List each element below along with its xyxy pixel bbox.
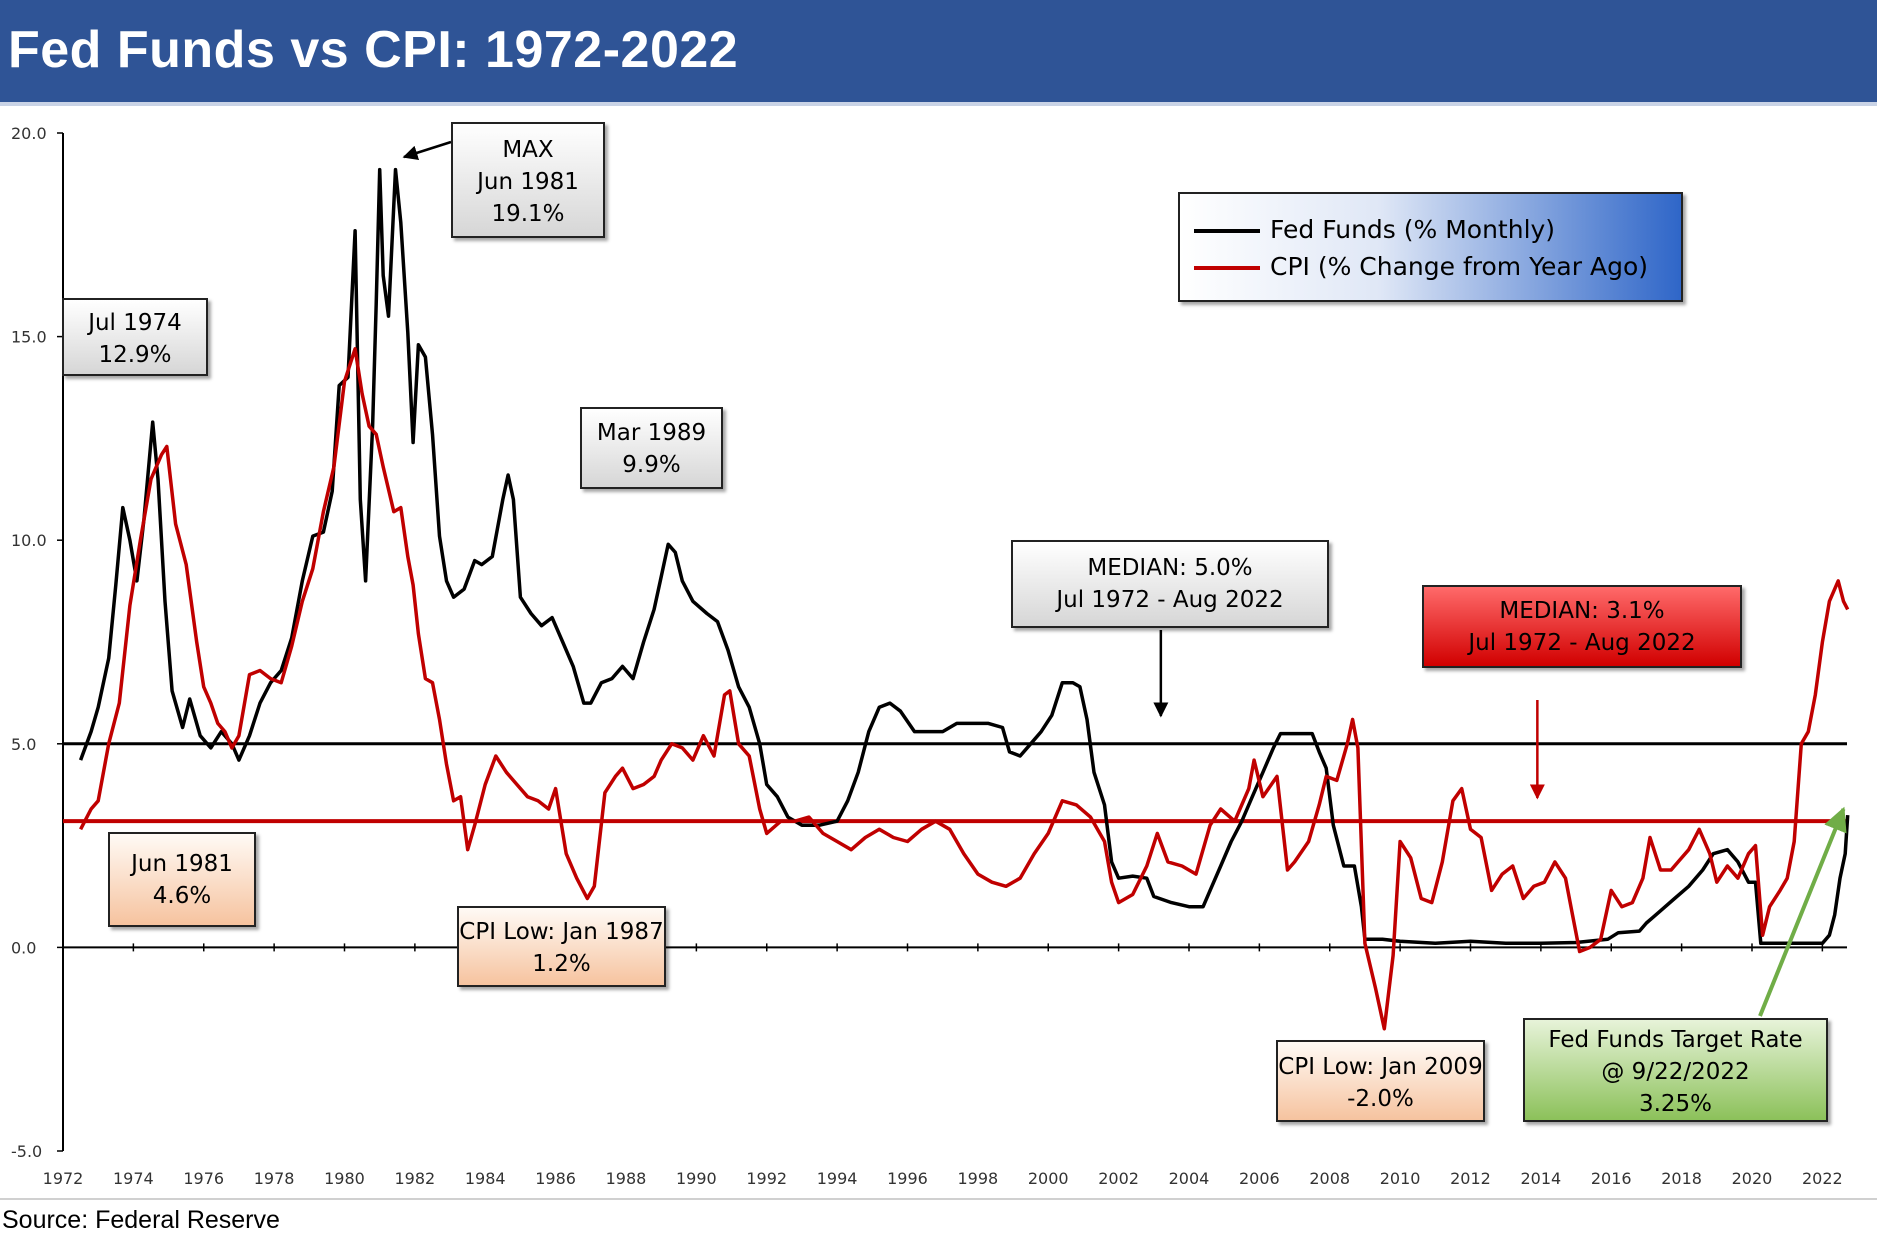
x-tick-label: 1978 xyxy=(254,1169,295,1188)
x-tick-label: 2000 xyxy=(1028,1169,1069,1188)
source-note: Source: Federal Reserve xyxy=(2,1206,280,1234)
legend-item-cpi: CPI (% Change from Year Ago) xyxy=(1194,250,1648,284)
x-tick-label: 1976 xyxy=(183,1169,224,1188)
callout-target-line1: Fed Funds Target Rate xyxy=(1548,1027,1803,1053)
series-cpi-line xyxy=(79,347,1850,1031)
median-lines xyxy=(63,742,1847,824)
callout-cpi-low-1987-line2: 1.2% xyxy=(532,951,591,977)
x-tick-label: 2006 xyxy=(1239,1169,1280,1188)
chart-legend: Fed Funds (% Monthly) CPI (% Change from… xyxy=(1178,192,1683,302)
legend-label-cpi: CPI (% Change from Year Ago) xyxy=(1270,252,1648,281)
callout-cpi-low-2009: CPI Low: Jan 2009 -2.0% xyxy=(1276,1040,1485,1122)
x-tick-label: 1974 xyxy=(113,1169,154,1188)
callout-mar1989-line2: 9.9% xyxy=(622,452,681,478)
x-tick-label: 2012 xyxy=(1450,1169,1491,1188)
x-tick-label: 2020 xyxy=(1732,1169,1773,1188)
x-tick-label: 1998 xyxy=(958,1169,999,1188)
callout-jun1981-line1: Jun 1981 xyxy=(131,851,233,877)
x-tick-label: 1972 xyxy=(43,1169,84,1188)
x-tick-label: 1994 xyxy=(817,1169,858,1188)
legend-swatch-cpi xyxy=(1194,266,1260,270)
callout-jul1974-line1: Jul 1974 xyxy=(88,310,182,336)
chart-title: Fed Funds vs CPI: 1972-2022 xyxy=(8,21,739,79)
title-bar: Fed Funds vs CPI: 1972-2022 xyxy=(0,0,1877,106)
x-tick-label: 1996 xyxy=(887,1169,928,1188)
x-tick-label: 2004 xyxy=(1169,1169,1210,1188)
y-tick-label: 0.0 xyxy=(11,938,36,957)
callout-jul1974: Jul 1974 12.9% xyxy=(62,298,208,376)
x-tick-label: 2010 xyxy=(1380,1169,1421,1188)
callout-target-line2: @ 9/22/2022 xyxy=(1601,1059,1750,1085)
callout-mar1989-line1: Mar 1989 xyxy=(596,420,707,446)
x-tick-label: 2002 xyxy=(1098,1169,1139,1188)
y-tick-label: 10.0 xyxy=(11,531,47,550)
y-tick-label: 20.0 xyxy=(11,124,47,143)
x-tick-label: 1990 xyxy=(676,1169,717,1188)
callout-median-cpi-line2: Jul 1972 - Aug 2022 xyxy=(1468,630,1696,656)
callout-jun1981-line2: 4.6% xyxy=(152,883,212,909)
x-tick-label: 1988 xyxy=(606,1169,647,1188)
callout-cpi-low-2009-line2: -2.0% xyxy=(1347,1086,1414,1112)
legend-swatch-fed-funds xyxy=(1194,229,1260,233)
x-tick-label: 1986 xyxy=(535,1169,576,1188)
callout-max: MAX Jun 1981 19.1% xyxy=(451,122,605,238)
callout-jul1974-line2: 12.9% xyxy=(98,342,172,368)
target-rate-arrow xyxy=(1758,806,1847,1017)
x-tick-label: 2014 xyxy=(1521,1169,1562,1188)
callout-cpi-low-1987: CPI Low: Jan 1987 1.2% xyxy=(457,906,666,987)
callout-mar1989: Mar 1989 9.9% xyxy=(580,407,723,489)
y-tick-label: -5.0 xyxy=(11,1142,42,1161)
y-tick-label: 15.0 xyxy=(11,328,47,347)
callout-cpi-low-1987-line1: CPI Low: Jan 1987 xyxy=(459,919,664,945)
callout-max-line3: 19.1% xyxy=(491,201,565,227)
chart-series xyxy=(78,167,1850,1031)
callout-target-line3: 3.25% xyxy=(1638,1091,1713,1117)
x-tick-label: 1980 xyxy=(324,1169,365,1188)
y-tick-label: 5.0 xyxy=(11,735,36,754)
x-tick-label: 1992 xyxy=(746,1169,787,1188)
footer-divider xyxy=(0,1198,1877,1200)
max-arrow xyxy=(402,140,452,161)
x-tick-label: 2018 xyxy=(1661,1169,1702,1188)
callout-median-ff-line1: MEDIAN: 5.0% xyxy=(1087,555,1253,581)
x-tick-label: 1982 xyxy=(395,1169,436,1188)
callout-cpi-low-2009-line1: CPI Low: Jan 2009 xyxy=(1278,1054,1483,1080)
legend-item-fed-funds: Fed Funds (% Monthly) xyxy=(1194,213,1555,247)
x-tick-label: 2008 xyxy=(1309,1169,1350,1188)
callout-fed-funds-target: Fed Funds Target Rate @ 9/22/2022 3.25% xyxy=(1523,1018,1828,1122)
x-tick-label: 2016 xyxy=(1591,1169,1632,1188)
callout-median-fed-funds: MEDIAN: 5.0% Jul 1972 - Aug 2022 xyxy=(1011,540,1329,628)
x-tick-label: 2022 xyxy=(1802,1169,1843,1188)
callout-median-cpi: MEDIAN: 3.1% Jul 1972 - Aug 2022 xyxy=(1422,585,1742,668)
x-tick-label: 1984 xyxy=(465,1169,506,1188)
callout-median-cpi-line1: MEDIAN: 3.1% xyxy=(1499,598,1665,624)
callout-jun1981: Jun 1981 4.6% xyxy=(108,832,256,927)
callout-median-ff-line2: Jul 1972 - Aug 2022 xyxy=(1056,587,1284,613)
callout-max-line1: MAX xyxy=(502,137,554,163)
legend-label-fed-funds: Fed Funds (% Monthly) xyxy=(1270,215,1556,244)
callout-max-line2: Jun 1981 xyxy=(477,169,579,195)
callout-arrows xyxy=(402,140,1847,1017)
